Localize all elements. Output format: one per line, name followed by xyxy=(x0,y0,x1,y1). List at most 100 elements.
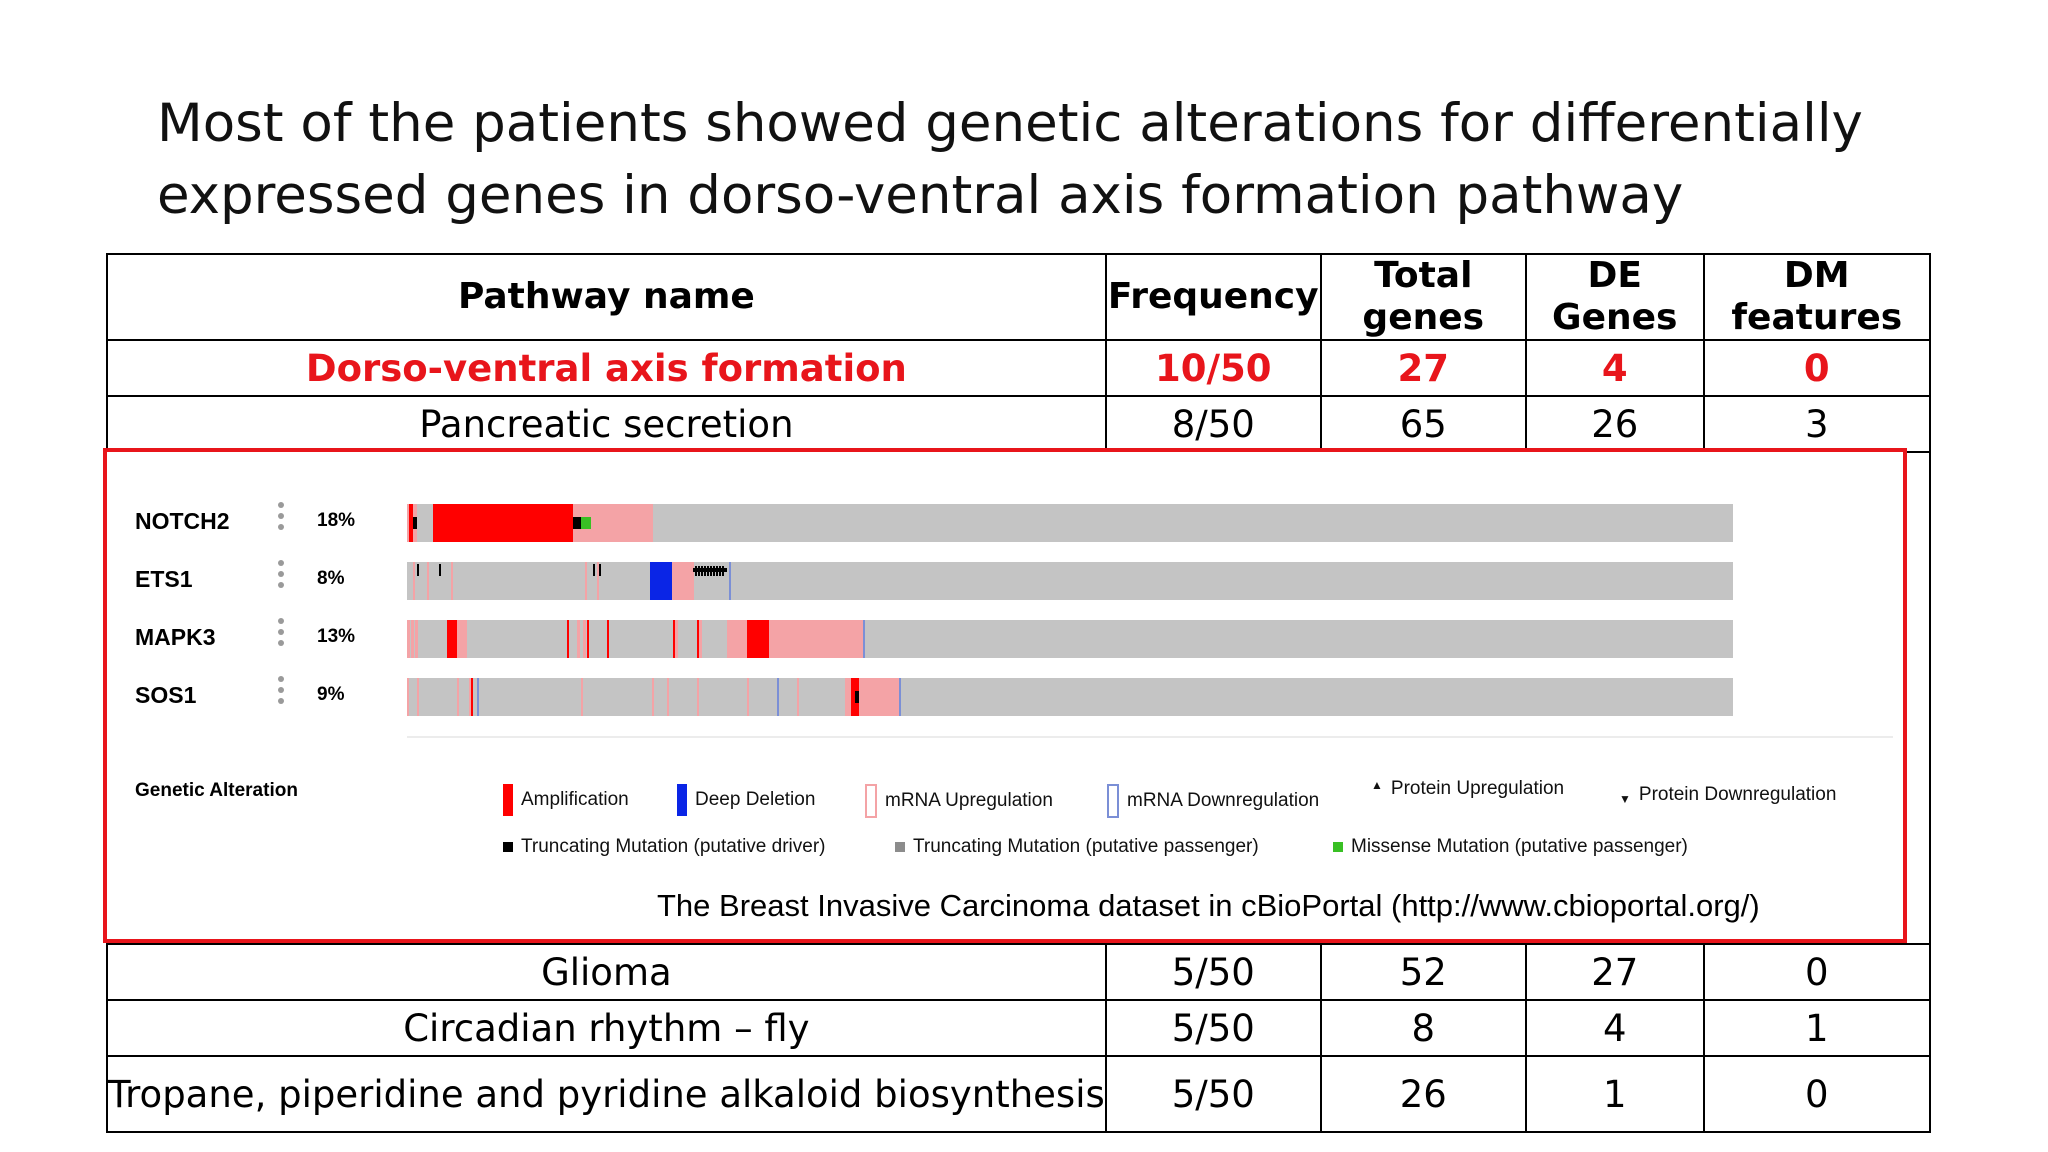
mrna-upregulation-mark xyxy=(427,562,429,600)
table-row: Pancreatic secretion 8/50 65 26 3 xyxy=(106,395,1931,453)
mrna-downregulation-mark xyxy=(777,678,779,716)
mrna-upregulation-mark xyxy=(609,504,653,542)
mrna-upregulation-mark xyxy=(411,620,414,658)
cell-de-genes: 4 xyxy=(1524,999,1705,1057)
gene-alteration-percent: 13% xyxy=(317,626,356,647)
gene-label-mapk3: MAPK3 xyxy=(135,624,216,650)
mrna-upregulation-mark xyxy=(699,620,702,658)
track-menu-icon[interactable] xyxy=(278,618,284,651)
truncating-mutation-mark xyxy=(439,564,441,576)
cell-total-genes: 26 xyxy=(1319,1055,1527,1133)
legend-item-mrna-upregulation: mRNA Upregulation xyxy=(865,784,1053,818)
legend-item-protein-upregulation: ▲ Protein Upregulation xyxy=(1371,778,1565,799)
table-row: Glioma 5/50 52 27 0 xyxy=(106,943,1931,1001)
mrna-upregulation-mark xyxy=(583,620,586,658)
mrna-upregulation-mark xyxy=(859,678,899,716)
header-total-genes: Total genes xyxy=(1319,253,1527,341)
mrna-downregulation-mark xyxy=(899,678,901,716)
cell-pathway-name: Circadian rhythm – fly xyxy=(106,999,1107,1057)
mrna-upregulation-mark xyxy=(769,620,863,658)
amplification-mark xyxy=(471,678,473,716)
mrna-upregulation-mark xyxy=(697,678,699,716)
cell-dm-features: 0 xyxy=(1702,339,1931,397)
mrna-upregulation-mark xyxy=(469,678,471,716)
track-menu-icon[interactable] xyxy=(278,676,284,709)
cell-pathway-name: Dorso-ventral axis formation xyxy=(106,339,1107,397)
cell-dm-features: 3 xyxy=(1702,395,1931,453)
track-menu-icon[interactable] xyxy=(278,502,284,535)
oncoprint-tracks xyxy=(407,504,1893,738)
deep-deletion-swatch xyxy=(677,784,687,816)
gene-label-sos1: SOS1 xyxy=(135,682,197,708)
truncating-mutation-mark xyxy=(417,564,419,576)
table-row: Tropane, piperidine and pyridine alkaloi… xyxy=(106,1055,1931,1133)
table-row-highlighted: Dorso-ventral axis formation 10/50 27 4 … xyxy=(106,339,1931,397)
gene-track-ets1 xyxy=(407,562,1733,600)
amplification-swatch xyxy=(503,784,513,816)
mrna-upregulation-mark xyxy=(597,562,599,600)
amplification-mark xyxy=(747,620,769,658)
mrna-downregulation-mark xyxy=(477,678,479,716)
mrna-upregulation-mark xyxy=(727,620,747,658)
header-de-genes: DE Genes xyxy=(1524,253,1705,341)
legend-item-missense-passenger: Missense Mutation (putative passenger) xyxy=(1333,836,1688,858)
mrna-upregulation-mark xyxy=(407,620,410,658)
cell-dm-features: 0 xyxy=(1702,1055,1931,1133)
missense-mutation-mark xyxy=(581,517,591,529)
truncating-driver-swatch xyxy=(503,841,513,852)
mrna-upregulation-mark xyxy=(585,562,587,600)
mrna-downregulation-swatch xyxy=(1107,784,1119,818)
cell-de-genes: 4 xyxy=(1524,339,1705,397)
cell-de-genes: 1 xyxy=(1524,1055,1705,1133)
track-menu-icon[interactable] xyxy=(278,560,284,593)
cell-dm-features: 0 xyxy=(1702,943,1931,1001)
cell-frequency: 5/50 xyxy=(1104,943,1322,1001)
mrna-upregulation-mark xyxy=(407,678,409,716)
mrna-upregulation-mark xyxy=(667,678,669,716)
cell-pathway-name: Tropane, piperidine and pyridine alkaloi… xyxy=(106,1055,1107,1133)
cell-total-genes: 52 xyxy=(1319,943,1527,1001)
header-frequency: Frequency xyxy=(1104,253,1322,341)
oncoprint-panel: NOTCH2 ETS1 MAPK3 SOS1 18% 8% 13% 9% Gen… xyxy=(103,448,1907,943)
mrna-upregulation-mark xyxy=(672,562,694,600)
truncating-mutation-mark xyxy=(693,568,727,572)
slide-title: Most of the patients showed genetic alte… xyxy=(157,88,1957,232)
mrna-upregulation-mark xyxy=(797,678,799,716)
amplification-mark xyxy=(607,620,609,658)
mrna-upregulation-mark xyxy=(451,562,453,600)
slide-title-line-1: Most of the patients showed genetic alte… xyxy=(157,93,1863,154)
truncating-mutation-mark xyxy=(855,691,859,703)
mrna-upregulation-mark xyxy=(581,678,583,716)
mrna-downregulation-mark xyxy=(729,562,731,600)
mrna-upregulation-mark xyxy=(577,620,580,658)
cell-de-genes: 26 xyxy=(1524,395,1705,453)
mrna-upregulation-swatch xyxy=(865,784,877,818)
cell-frequency: 8/50 xyxy=(1104,395,1322,453)
truncating-mutation-mark xyxy=(599,564,601,576)
table-header-row: Pathway name Frequency Total genes DE Gene… xyxy=(106,253,1931,341)
gene-track-mapk3 xyxy=(407,620,1733,658)
cell-frequency: 10/50 xyxy=(1104,339,1322,397)
truncating-mutation-mark xyxy=(413,517,417,529)
table-row: Circadian rhythm – fly 5/50 8 4 1 xyxy=(106,999,1931,1057)
mrna-upregulation-mark xyxy=(652,678,654,716)
cell-frequency: 5/50 xyxy=(1104,999,1322,1057)
amplification-mark xyxy=(433,504,573,542)
cell-dm-features: 1 xyxy=(1702,999,1931,1057)
mrna-upregulation-mark xyxy=(417,678,419,716)
cell-total-genes: 65 xyxy=(1319,395,1527,453)
mrna-upregulation-mark xyxy=(845,678,851,716)
missense-passenger-swatch xyxy=(1333,841,1343,852)
legend-item-protein-downregulation: ▼ Protein Downregulation xyxy=(1619,784,1837,806)
gene-track-sos1 xyxy=(407,678,1733,716)
mrna-upregulation-mark xyxy=(413,562,415,600)
amplification-mark xyxy=(447,620,457,658)
gene-alteration-percent: 8% xyxy=(317,568,345,589)
dataset-caption: The Breast Invasive Carcinoma dataset in… xyxy=(657,888,1760,923)
gene-label-ets1: ETS1 xyxy=(135,566,193,592)
mrna-upregulation-mark xyxy=(415,620,418,658)
header-dm-features: DM features xyxy=(1702,253,1931,341)
triangle-down-icon: ▼ xyxy=(1619,792,1631,806)
truncating-mutation-mark xyxy=(573,517,581,529)
cell-pathway-name: Pancreatic secretion xyxy=(106,395,1107,453)
